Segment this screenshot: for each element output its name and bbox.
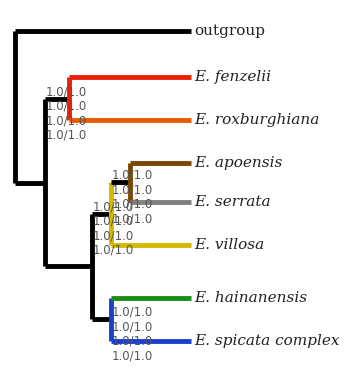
Text: 1.0/1.0
1.0/1.0
1.0/1.0
1.0/1.0: 1.0/1.0 1.0/1.0 1.0/1.0 1.0/1.0	[111, 306, 153, 362]
Text: E. apoensis: E. apoensis	[195, 156, 283, 170]
Text: outgroup: outgroup	[195, 24, 266, 38]
Text: 1.0/1.0
1.0/1.0
1.0/1.0
1.0/1.0: 1.0/1.0 1.0/1.0 1.0/1.0 1.0/1.0	[93, 200, 134, 256]
Text: E. villosa: E. villosa	[195, 238, 265, 252]
Text: E. hainanensis: E. hainanensis	[195, 291, 308, 305]
Text: E. fenzelii: E. fenzelii	[195, 70, 271, 85]
Text: E. roxburghiana: E. roxburghiana	[195, 113, 320, 127]
Text: 1.0/1.0
1.0/1.0
1.0/1.0
1.0/1.0: 1.0/1.0 1.0/1.0 1.0/1.0 1.0/1.0	[46, 85, 87, 142]
Text: E. spicata complex: E. spicata complex	[195, 334, 340, 348]
Text: 1.0/1.0
1.0/1.0
1.0/1.0
1.0/1.0: 1.0/1.0 1.0/1.0 1.0/1.0 1.0/1.0	[111, 169, 153, 225]
Text: E. serrata: E. serrata	[195, 195, 271, 209]
